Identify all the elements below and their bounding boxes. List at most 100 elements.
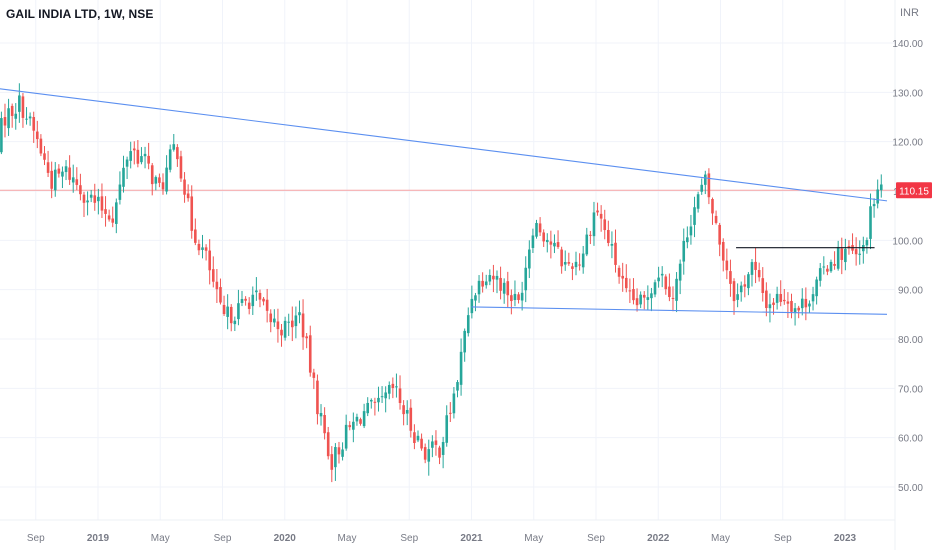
- candle-body: [431, 441, 434, 448]
- candle-body: [14, 113, 18, 119]
- candle-body: [258, 292, 262, 300]
- candle-body: [290, 320, 294, 328]
- candles: [0, 83, 883, 483]
- candle-body: [125, 159, 129, 167]
- candle-body: [301, 313, 305, 338]
- candle-body: [833, 263, 836, 266]
- candle-body: [560, 249, 563, 267]
- y-tick-label: 130.00: [892, 88, 923, 99]
- candle-body: [495, 275, 499, 280]
- candle-body: [854, 249, 858, 255]
- candle-body: [815, 279, 818, 297]
- x-tick-label: Sep: [587, 533, 605, 544]
- candle-body: [104, 209, 107, 214]
- candle-body: [168, 149, 172, 170]
- candle-body: [46, 162, 50, 173]
- candle-body: [786, 301, 790, 304]
- candle-body: [39, 138, 43, 154]
- axes: 140.00130.00120.00110.00100.0090.0080.00…: [27, 39, 932, 544]
- candle-body: [370, 399, 373, 402]
- candle-body: [107, 215, 111, 220]
- candle-body: [506, 281, 510, 296]
- candle-body: [617, 267, 621, 277]
- y-tick-label: 100.00: [892, 236, 923, 247]
- candle-body: [513, 293, 517, 300]
- x-tick-label: 2021: [460, 533, 483, 544]
- candle-body: [657, 277, 660, 282]
- candle-body: [18, 95, 21, 112]
- y-tick-label: 50.00: [898, 483, 923, 494]
- candle-body: [599, 213, 603, 219]
- candle-body: [294, 315, 298, 327]
- candle-body: [183, 179, 186, 195]
- candle-body: [50, 170, 53, 189]
- candle-body: [136, 149, 140, 164]
- candle-body: [208, 250, 211, 271]
- candle-body: [765, 290, 768, 308]
- candle-body: [398, 388, 402, 404]
- candle-body: [779, 294, 783, 302]
- x-tick-label: May: [338, 533, 357, 544]
- candle-body: [373, 401, 377, 403]
- candle-body: [635, 298, 639, 306]
- x-tick-label: May: [711, 533, 730, 544]
- support-line: [471, 306, 888, 315]
- candle-body: [305, 336, 308, 339]
- candle-body: [308, 335, 312, 373]
- candle-body: [21, 96, 25, 118]
- candle-body: [229, 306, 233, 324]
- candle-body: [441, 442, 445, 455]
- candle-body: [621, 275, 624, 279]
- candle-body: [377, 397, 380, 403]
- candle-body: [517, 294, 520, 300]
- candle-body: [520, 292, 524, 301]
- candle-body: [869, 206, 872, 239]
- candle-body: [416, 435, 420, 441]
- candle-body: [542, 232, 545, 242]
- candle-body: [445, 415, 449, 443]
- y-tick-label: 80.00: [898, 335, 923, 346]
- candle-body: [129, 151, 132, 161]
- candle-body: [804, 298, 808, 308]
- y-tick-label: 60.00: [898, 434, 923, 445]
- candle-body: [247, 302, 251, 309]
- candle-body: [334, 447, 337, 468]
- candle-body: [132, 148, 136, 151]
- candle-body: [840, 248, 844, 260]
- last-price-label: 110.15: [899, 186, 929, 197]
- candle-body: [826, 268, 829, 272]
- candle-body: [800, 298, 804, 309]
- candle-body: [359, 419, 362, 424]
- grid: [0, 0, 896, 550]
- candle-body: [556, 242, 560, 247]
- candle-body: [43, 153, 46, 160]
- candle-body: [211, 269, 215, 282]
- candle-body: [190, 196, 194, 231]
- candle-body: [811, 294, 815, 302]
- drawings: [0, 88, 888, 315]
- candle-body: [197, 243, 201, 251]
- candle-body: [298, 312, 301, 316]
- candle-body: [553, 242, 556, 247]
- last-price-badge: [896, 182, 932, 199]
- candle-body: [150, 165, 154, 185]
- candle-body: [352, 421, 355, 430]
- candle-body: [603, 219, 607, 231]
- descending-trendline: [0, 88, 888, 202]
- candle-body: [808, 303, 811, 307]
- candle-body: [732, 281, 736, 302]
- x-tick-label: Sep: [214, 533, 232, 544]
- candle-body: [624, 277, 628, 289]
- candle-body: [111, 218, 115, 223]
- candle-body: [675, 278, 678, 301]
- candle-body: [362, 411, 366, 427]
- candle-body: [818, 268, 822, 281]
- currency-label: INR: [900, 7, 919, 19]
- x-tick-label: 2019: [87, 533, 110, 544]
- candle-body: [86, 200, 89, 203]
- candle-body: [7, 108, 10, 129]
- candle-body: [179, 156, 183, 179]
- candle-body: [176, 147, 179, 160]
